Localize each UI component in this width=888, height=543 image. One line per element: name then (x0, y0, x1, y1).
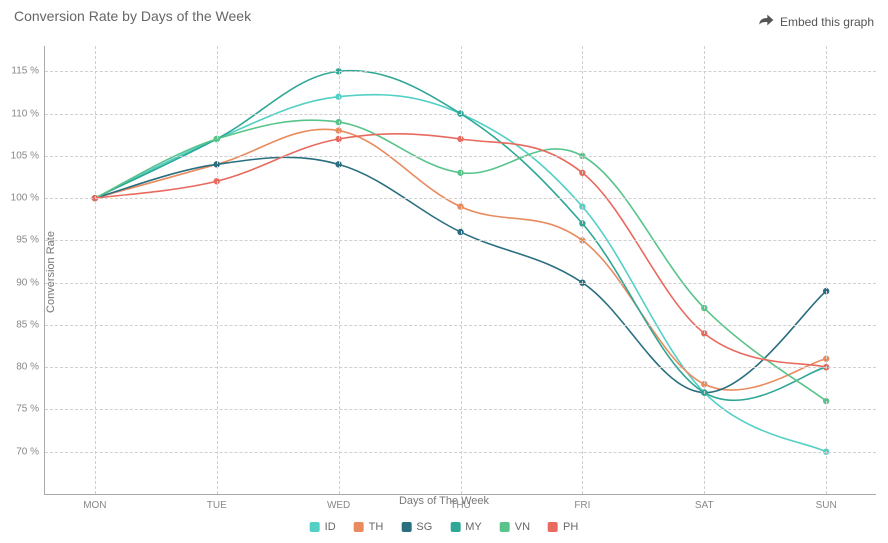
embed-button[interactable]: Embed this graph (758, 14, 874, 29)
legend-swatch (548, 522, 558, 532)
legend-item-vn[interactable]: VN (500, 521, 530, 533)
x-tick-label: MON (83, 500, 106, 511)
y-tick-label: 90 % (16, 277, 39, 288)
gridline-v (217, 46, 218, 494)
x-axis-label: Days of The Week (399, 495, 489, 507)
gridline-v (339, 46, 340, 494)
legend-swatch (500, 522, 510, 532)
x-tick-label: SAT (695, 500, 714, 511)
y-tick-label: 110 % (11, 108, 39, 119)
plot-area: 70 %75 %80 %85 %90 %95 %100 %105 %110 %1… (44, 46, 876, 495)
legend-label: PH (563, 521, 578, 533)
y-tick-label: 105 % (11, 150, 39, 161)
share-icon (758, 14, 774, 29)
legend-label: SG (416, 521, 432, 533)
y-tick-label: 115 % (11, 66, 39, 77)
embed-label: Embed this graph (780, 15, 874, 29)
legend: ID TH SG MY VN PH (310, 521, 579, 533)
gridline-v (461, 46, 462, 494)
gridline-v (95, 46, 96, 494)
y-tick-label: 75 % (16, 404, 39, 415)
legend-item-sg[interactable]: SG (401, 521, 432, 533)
x-tick-label: TUE (207, 500, 227, 511)
y-tick-label: 85 % (16, 319, 39, 330)
y-tick-label: 100 % (11, 193, 39, 204)
gridline-v (582, 46, 583, 494)
legend-item-th[interactable]: TH (354, 521, 384, 533)
legend-item-ph[interactable]: PH (548, 521, 578, 533)
y-tick-label: 70 % (16, 446, 39, 457)
gridline-v (826, 46, 827, 494)
legend-swatch (354, 522, 364, 532)
gridline-v (704, 46, 705, 494)
y-tick-label: 80 % (16, 362, 39, 373)
legend-swatch (401, 522, 411, 532)
legend-swatch (310, 522, 320, 532)
chart-container: Conversion Rate by Days of the Week Embe… (0, 0, 888, 543)
legend-label: TH (369, 521, 384, 533)
legend-item-id[interactable]: ID (310, 521, 336, 533)
x-tick-label: FRI (574, 500, 590, 511)
y-tick-label: 95 % (16, 235, 39, 246)
legend-label: ID (325, 521, 336, 533)
chart-title: Conversion Rate by Days of the Week (14, 8, 251, 24)
x-tick-label: WED (327, 500, 350, 511)
legend-label: VN (515, 521, 530, 533)
legend-swatch (450, 522, 460, 532)
legend-item-my[interactable]: MY (450, 521, 482, 533)
legend-label: MY (465, 521, 482, 533)
x-tick-label: SUN (816, 500, 837, 511)
